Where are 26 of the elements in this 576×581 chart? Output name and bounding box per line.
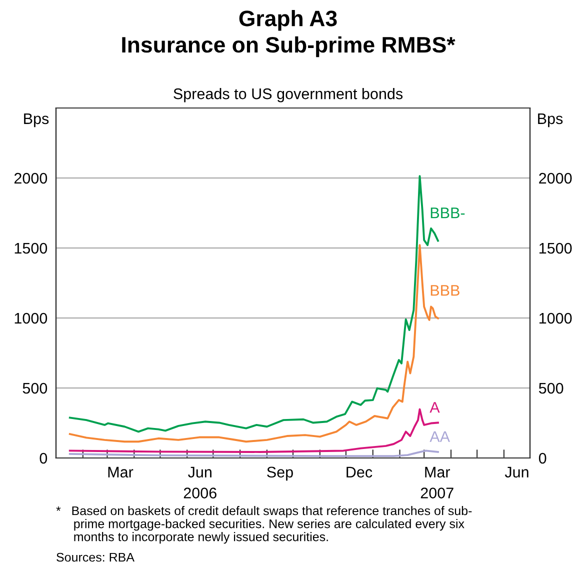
chart-subtitle: Spreads to US government bonds <box>174 88 403 102</box>
y2-tick-label: 0 <box>538 452 546 464</box>
y2-tick-label: 1500 <box>540 242 572 254</box>
x-tick-label: Jun 2006 <box>184 466 216 498</box>
y-tick-label: 0 <box>40 452 48 464</box>
x-tick-label: Mar 2007 <box>420 466 454 498</box>
source-note: Sources: RBA <box>56 552 134 562</box>
chart-title: Graph A3 Insurance on Sub-prime RMBS* <box>122 10 456 58</box>
x-tick-label: Sep <box>267 466 293 481</box>
y2-tick-label: 500 <box>538 382 564 394</box>
y-axis-title: Bps <box>24 113 49 128</box>
series-label: AA <box>430 431 450 442</box>
text: * Based on baskets of credit default swaps that reference tranches of sub- prime mortgage-backed securities. New series are calculated every six months to incorporate newly issued securities. <box>56 506 472 544</box>
series-label: BBB- <box>430 208 465 218</box>
series-label: A <box>430 402 440 413</box>
x-tick-label: Jun <box>504 466 528 478</box>
x-tick-label: Dec <box>346 466 372 478</box>
series-label: BBB <box>430 285 460 296</box>
y2-tick-label: 2000 <box>539 172 572 184</box>
y2-axis-title: Bps <box>538 113 563 128</box>
y-tick-label: 2000 <box>14 172 48 184</box>
y-tick-label: 1500 <box>14 242 48 254</box>
y2-tick-label: 1000 <box>540 312 572 324</box>
y-tick-label: 1000 <box>14 312 48 324</box>
y-tick-label: 500 <box>22 382 48 394</box>
x-tick-label: Mar <box>108 466 134 478</box>
